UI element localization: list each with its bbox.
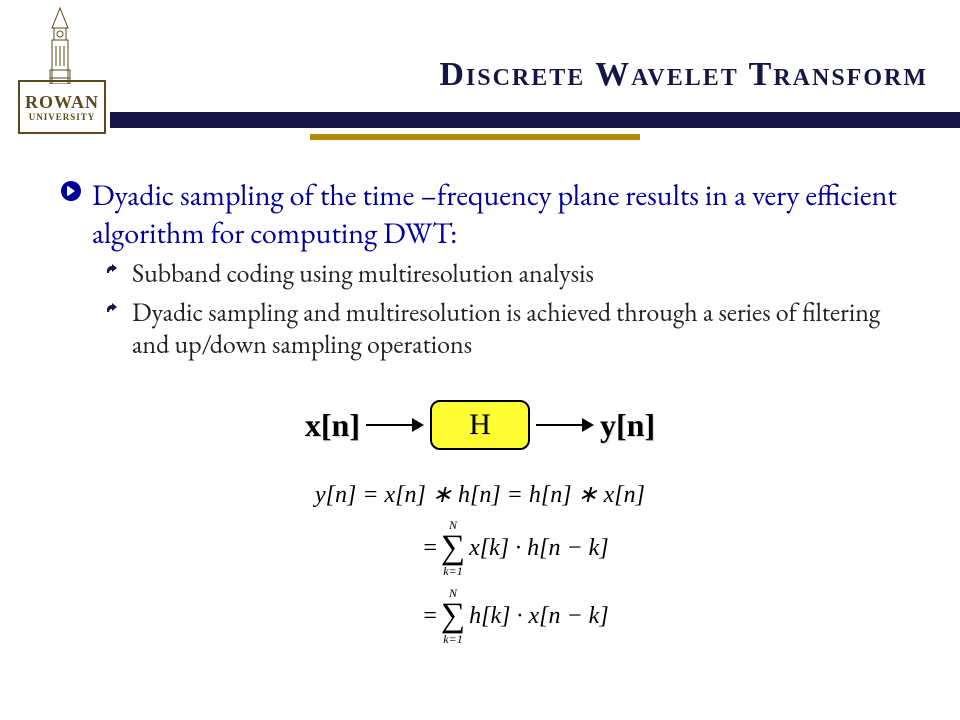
sigma-icon: N ∑ k=1: [441, 519, 465, 577]
eq2-rhs: x[k] · h[n − k]: [469, 535, 609, 562]
university-logo: ROWAN UNIVERSITY: [12, 6, 112, 136]
slide-title: Discrete Wavelet Transform: [439, 56, 928, 94]
output-label: y[n]: [600, 407, 655, 444]
equation-line-3: = N ∑ k=1 h[k] · x[n − k]: [351, 587, 608, 645]
bullet2b-text: Dyadic sampling and multiresolution is a…: [132, 296, 912, 361]
eq-equals: =: [423, 603, 437, 630]
eq1-text: y[n] = x[n] ∗ h[n] = h[n] ∗ x[n]: [315, 480, 645, 509]
eq-equals: =: [423, 535, 437, 562]
bullet-level1: Dyadic sampling of the time –frequency p…: [60, 176, 912, 251]
equation-line-1: y[n] = x[n] ∗ h[n] = h[n] ∗ x[n]: [315, 480, 645, 509]
arrow-icon: [536, 416, 594, 434]
bullet2a-text: Subband coding using multiresolution ana…: [132, 257, 594, 290]
filter-diagram: x[n] H y[n]: [0, 400, 960, 450]
equations: y[n] = x[n] ∗ h[n] = h[n] ∗ x[n] = N ∑ k…: [0, 480, 960, 645]
bullet-level2-a: Subband coding using multiresolution ana…: [104, 257, 912, 290]
arrow-bullet-icon: [60, 180, 82, 202]
bullet-level2-b: Dyadic sampling and multiresolution is a…: [104, 296, 912, 361]
tower-icon: [42, 6, 78, 84]
arrow-icon: [366, 416, 424, 434]
filter-box: H: [430, 400, 530, 450]
header-rule-dark: [110, 112, 960, 128]
equation-line-2: = N ∑ k=1 x[k] · h[n − k]: [351, 519, 608, 577]
body-content: Dyadic sampling of the time –frequency p…: [60, 176, 912, 361]
input-label: x[n]: [305, 407, 360, 444]
logo-main-text: ROWAN: [25, 93, 99, 111]
hand-bullet-icon: [104, 300, 122, 318]
eq3-rhs: h[k] · x[n − k]: [469, 603, 609, 630]
hand-bullet-icon: [104, 261, 122, 279]
logo-text-box: ROWAN UNIVERSITY: [18, 80, 106, 134]
header-rule-accent: [310, 134, 640, 140]
logo-sub-text: UNIVERSITY: [29, 113, 96, 122]
sigma-icon: N ∑ k=1: [441, 587, 465, 645]
slide: ROWAN UNIVERSITY Discrete Wavelet Transf…: [0, 0, 960, 720]
bullet1-text: Dyadic sampling of the time –frequency p…: [92, 176, 912, 251]
